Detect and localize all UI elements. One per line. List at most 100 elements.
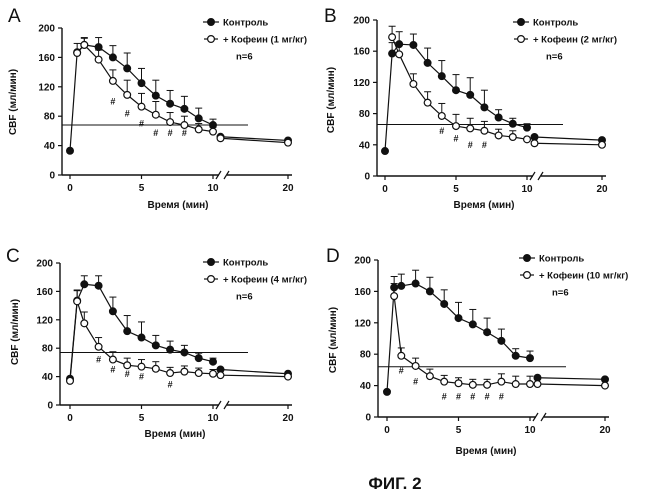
data-point-open bbox=[440, 377, 449, 386]
data-point-filled bbox=[480, 103, 489, 112]
significance-mark: # bbox=[168, 128, 173, 138]
legend-marker-filled bbox=[207, 18, 216, 27]
legend-marker-filled bbox=[207, 258, 216, 267]
axis-break-mark bbox=[215, 400, 230, 410]
data-point-open bbox=[511, 380, 520, 389]
data-point-open bbox=[194, 369, 203, 378]
x-tick-label: 0 bbox=[384, 425, 390, 436]
data-point-filled bbox=[494, 113, 503, 122]
significance-mark: # bbox=[110, 97, 115, 107]
data-point-open bbox=[284, 138, 293, 147]
sample-size-label: n=6 bbox=[546, 52, 563, 63]
data-point-open bbox=[216, 371, 225, 380]
data-point-filled bbox=[123, 64, 132, 73]
data-point-open bbox=[508, 133, 517, 142]
data-point-filled bbox=[137, 333, 146, 342]
y-tick-label: 0 bbox=[49, 171, 55, 182]
legend-label-control: Контроль bbox=[223, 18, 268, 29]
sample-size-label: n=6 bbox=[236, 292, 253, 303]
x-tick-label: 5 bbox=[139, 183, 145, 194]
legend-label-caffeine: + Кофеин (4 мг/кг) bbox=[223, 275, 307, 286]
data-point-open bbox=[94, 55, 103, 64]
data-point-open bbox=[522, 135, 531, 144]
data-point-open bbox=[137, 362, 146, 371]
data-point-open bbox=[151, 110, 160, 119]
legend-marker-open bbox=[522, 271, 531, 280]
data-point-filled bbox=[425, 287, 434, 296]
series-caffeine bbox=[65, 290, 293, 385]
y-axis-label: CBF (мл/мин) bbox=[10, 299, 21, 365]
data-point-filled bbox=[409, 40, 418, 49]
data-point-open bbox=[123, 90, 132, 99]
x-tick-label: 10 bbox=[207, 413, 219, 424]
x-tick-label: 10 bbox=[524, 425, 536, 436]
significance-mark: # bbox=[139, 119, 144, 129]
significance-mark: # bbox=[125, 108, 130, 118]
series-line bbox=[534, 142, 603, 146]
x-axis-label: Время (мин) bbox=[147, 200, 208, 211]
figure-title: ФИГ. 2 bbox=[368, 474, 421, 493]
data-point-filled bbox=[123, 327, 132, 336]
panel-a: A 0 40 80 120 160 200 0 5 10 20 Время (мин) CBF (мл/… bbox=[8, 6, 307, 211]
data-point-filled bbox=[483, 328, 492, 337]
data-point-open bbox=[108, 76, 117, 85]
y-tick-label: 120 bbox=[354, 318, 371, 329]
series-caffeine bbox=[388, 25, 606, 149]
axis-break-mark bbox=[532, 412, 547, 422]
data-point-open bbox=[411, 361, 420, 370]
data-point-open bbox=[73, 48, 82, 57]
x-tick-label: 5 bbox=[453, 184, 459, 195]
significance-mark: # bbox=[139, 372, 144, 382]
y-tick-label: 160 bbox=[38, 53, 55, 64]
series-line bbox=[220, 368, 289, 375]
legend-marker-filled bbox=[516, 18, 525, 27]
data-point-open bbox=[73, 297, 82, 306]
series-line bbox=[220, 374, 289, 378]
data-point-filled bbox=[388, 49, 397, 58]
y-tick-label: 160 bbox=[354, 287, 371, 298]
panel-letter: D bbox=[326, 246, 340, 267]
y-tick-label: 160 bbox=[353, 47, 370, 58]
y-tick-label: 0 bbox=[365, 413, 371, 424]
significance-mark: # bbox=[110, 365, 115, 375]
data-point-open bbox=[452, 122, 461, 131]
data-point-filled bbox=[381, 147, 390, 156]
series-line bbox=[391, 36, 528, 140]
legend-label-caffeine: + Кофеин (2 мг/кг) bbox=[533, 35, 617, 46]
data-point-filled bbox=[108, 307, 117, 316]
data-point-filled bbox=[468, 320, 477, 329]
y-tick-label: 40 bbox=[44, 141, 56, 152]
data-point-open bbox=[209, 127, 218, 136]
data-point-open bbox=[597, 140, 606, 149]
significance-mark: # bbox=[442, 392, 447, 402]
data-point-filled bbox=[437, 72, 446, 81]
x-tick-label: 20 bbox=[282, 183, 294, 194]
series-line bbox=[220, 136, 289, 142]
sample-size-label: n=6 bbox=[552, 288, 569, 299]
legend-label-caffeine: + Кофеин (10 мг/кг) bbox=[539, 271, 628, 282]
data-point-open bbox=[166, 369, 175, 378]
x-tick-label: 20 bbox=[282, 413, 294, 424]
series-line bbox=[537, 377, 606, 380]
y-axis-label: CBF (мл/мин) bbox=[8, 69, 19, 135]
y-tick-label: 40 bbox=[42, 372, 54, 383]
data-point-filled bbox=[151, 341, 160, 350]
x-axis-label: Время (мин) bbox=[453, 200, 514, 211]
x-tick-label: 20 bbox=[599, 425, 611, 436]
legend-label-control: Контроль bbox=[223, 258, 268, 269]
series-caffeine bbox=[73, 37, 293, 147]
y-tick-label: 80 bbox=[42, 344, 54, 355]
data-point-open bbox=[166, 118, 175, 127]
data-point-open bbox=[600, 381, 609, 390]
series-line bbox=[534, 136, 603, 141]
data-point-open bbox=[497, 377, 506, 386]
data-point-filled bbox=[440, 299, 449, 308]
data-point-filled bbox=[497, 336, 506, 345]
series-control bbox=[65, 275, 293, 383]
data-point-open bbox=[480, 126, 489, 135]
data-point-open bbox=[483, 380, 492, 389]
y-tick-label: 80 bbox=[359, 109, 371, 120]
panel-letter: A bbox=[8, 6, 21, 27]
series-line bbox=[220, 137, 289, 144]
panel-letter: C bbox=[6, 246, 20, 267]
